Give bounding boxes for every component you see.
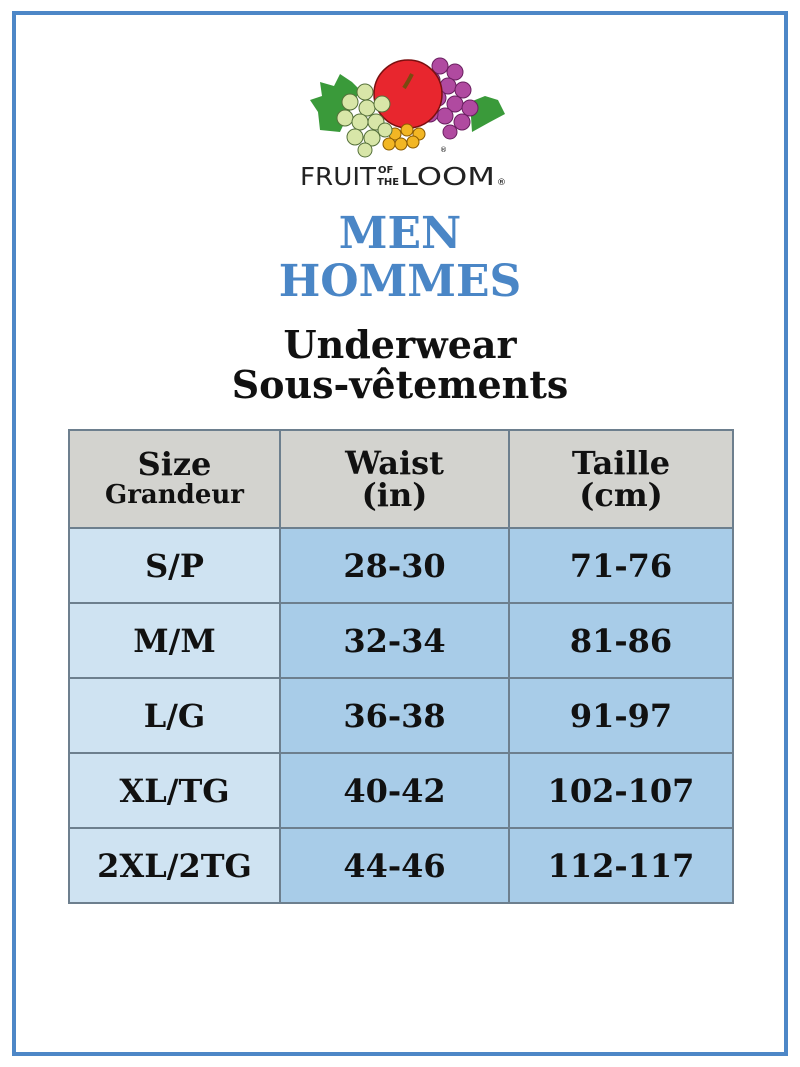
table-header-row: Size Grandeur Waist (in) Taille (cm) [68,429,734,529]
waist-cell: 28-30 [279,527,510,604]
table-row: XL/TG 40-42 102-107 [68,752,734,829]
heading: MEN HOMMES [0,210,800,306]
table-row: S/P 28-30 71-76 [68,527,734,604]
header-waist: Waist (in) [279,429,510,529]
heading-men: MEN [338,208,462,259]
table-row: M/M 32-34 81-86 [68,602,734,679]
waist-cell: 44-46 [279,827,510,904]
fruit-of-the-loom-logo: ® FRUIT OF THE LOOM ® [300,57,506,191]
waist-cell: 36-38 [279,677,510,754]
subheading-sous-vetements: Sous-vêtements [231,362,569,407]
table-row: 2XL/2TG 44-46 112-117 [68,827,734,904]
svg-text:®: ® [497,178,506,188]
heading-hommes: HOMMES [278,256,522,307]
waist-cell: 32-34 [279,602,510,679]
size-chart-table: Size Grandeur Waist (in) Taille (cm) S/P 28-… [68,429,734,904]
taille-cell: 102-107 [508,752,734,829]
subheading-underwear: Underwear [283,322,517,367]
taille-cell: 81-86 [508,602,734,679]
subheading: Underwear Sous-vêtements [0,325,800,405]
svg-text:®: ® [440,146,447,154]
waist-cell: 40-42 [279,752,510,829]
svg-text:OF: OF [378,165,393,176]
svg-text:THE: THE [377,177,399,188]
size-cell: M/M [68,602,281,679]
page-border [12,11,788,1056]
taille-cell: 91-97 [508,677,734,754]
size-cell: L/G [68,677,281,754]
header-taille: Taille (cm) [508,429,734,529]
size-cell: S/P [68,527,281,604]
size-cell: XL/TG [68,752,281,829]
taille-cell: 71-76 [508,527,734,604]
svg-text:LOOM: LOOM [400,162,495,191]
svg-text:FRUIT: FRUIT [300,162,377,191]
size-cell: 2XL/2TG [68,827,281,904]
header-size: Size Grandeur [68,429,281,529]
taille-cell: 112-117 [508,827,734,904]
table-row: L/G 36-38 91-97 [68,677,734,754]
